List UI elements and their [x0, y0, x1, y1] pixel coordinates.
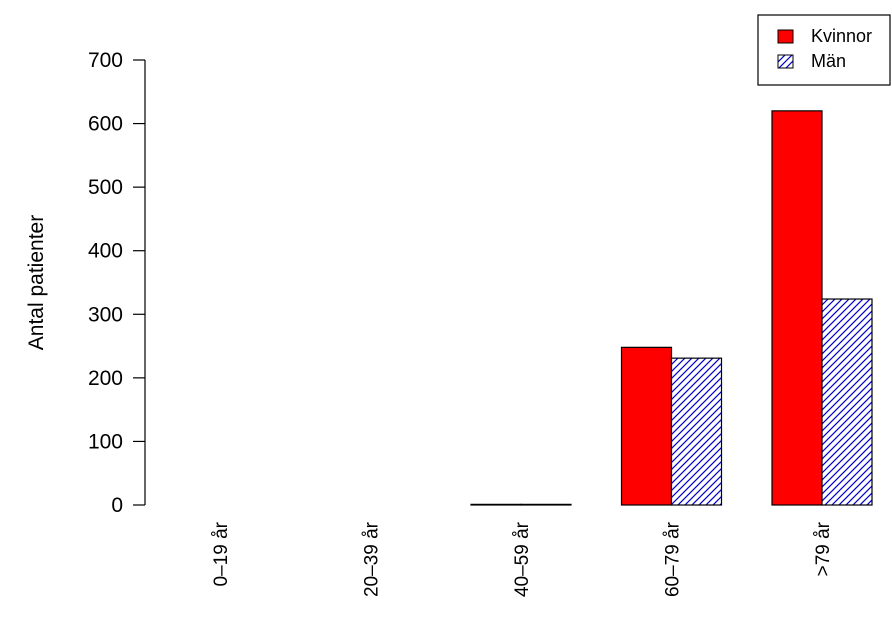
bar-m-n-4 [821, 298, 873, 506]
x-tick-label: 60–79 år [663, 521, 684, 597]
legend-box [757, 14, 891, 86]
y-axis-title: Antal patienter [25, 215, 48, 350]
y-tick-label: 200 [88, 367, 123, 390]
bar-kvinnor-2 [470, 503, 522, 506]
y-tick-label: 600 [88, 113, 123, 136]
legend-label: Kvinnor [811, 26, 872, 46]
axes: 0 100 200 300 400 500 600 700 Antal patienter [25, 49, 146, 517]
legend-label: Män [811, 51, 846, 71]
x-tick-label: >79 år [813, 521, 834, 576]
y-tick-label: 400 [88, 240, 123, 263]
bar-m-n-2 [520, 503, 572, 506]
y-tick-label: 500 [88, 176, 123, 199]
bars: 0–19 år 20–39 år 40–59 år 60–79 år >79 år [211, 110, 873, 597]
y-tick-label: 700 [88, 49, 123, 72]
y-tick-label: 100 [88, 430, 123, 453]
y-tick-label: 0 [111, 494, 123, 517]
x-tick-label: 20–39 år [362, 521, 383, 597]
legend: Kvinnor Män [757, 14, 891, 86]
bar-m-n-3 [670, 357, 723, 506]
x-tick-label: 40–59 år [512, 521, 533, 597]
x-tick-label: 0–19 år [211, 521, 232, 586]
legend-swatch-0 [777, 29, 794, 44]
legend-swatch-1 [777, 54, 794, 69]
bar-kvinnor-3 [620, 346, 673, 506]
y-tick-label: 300 [88, 303, 123, 326]
bar-kvinnor-4 [771, 110, 823, 506]
